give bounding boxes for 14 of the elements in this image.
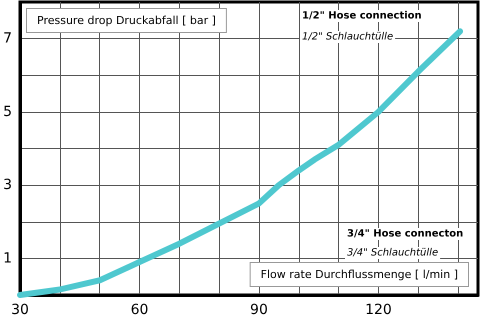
x-tick-label: 90: [250, 302, 268, 318]
x-tick-label: 60: [130, 302, 148, 318]
annotation: 3/4" Schlauchtülle: [347, 248, 438, 258]
x-axis-title: Flow rate Durchflussmenge [ l/min ]: [260, 268, 458, 281]
y-axis-title: Pressure drop Druckabfall [ bar ]: [37, 14, 216, 27]
annotation: 1/2" Schlauchtülle: [302, 32, 394, 42]
annotation: 3/4" Hose connecton: [347, 228, 464, 240]
x-tick-label: 120: [365, 302, 392, 318]
y-tick-label: 1: [3, 250, 12, 266]
y-tick-label: 7: [3, 30, 12, 47]
y-tick-label: 3: [3, 177, 12, 194]
annotation: 1/2" Hose connection: [302, 10, 422, 22]
y-tick-label: 5: [3, 104, 12, 120]
x-tick-label: 30: [11, 302, 29, 318]
